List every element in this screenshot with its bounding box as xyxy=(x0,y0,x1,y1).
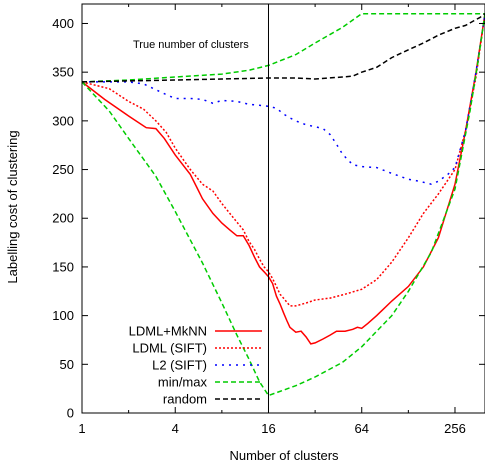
y-tick-label: 300 xyxy=(52,113,74,128)
series-line-ldml-mknn xyxy=(82,13,485,345)
y-axis-title: Labelling cost of clustering xyxy=(5,130,20,283)
x-tick-label: 64 xyxy=(355,421,369,436)
series-line-min-max xyxy=(82,13,485,397)
legend-label-l2-sift: L2 (SIFT) xyxy=(152,358,207,373)
legend-label-ldml-sift: LDML (SIFT) xyxy=(132,341,207,356)
plot-frame xyxy=(81,3,485,414)
x-tick-label: 16 xyxy=(261,421,275,436)
y-tick-label: 50 xyxy=(60,357,74,372)
y-tick-label: 150 xyxy=(52,259,74,274)
y-tick-label: 0 xyxy=(67,406,74,421)
true-clusters-label: True number of clusters xyxy=(133,39,249,51)
y-tick-label: 250 xyxy=(52,162,74,177)
y-tick-label: 100 xyxy=(52,308,74,323)
x-tick-label: 4 xyxy=(172,421,179,436)
x-axis-title: Number of clusters xyxy=(229,448,339,463)
legend-label-ldml-mknn: LDML+MkNN xyxy=(129,324,207,339)
legend-label-random: random xyxy=(163,392,207,407)
x-tick-label: 256 xyxy=(444,421,466,436)
y-tick-label: 400 xyxy=(52,16,74,31)
series-line-min-max-upper xyxy=(82,12,485,83)
x-tick-label: 1 xyxy=(78,421,85,436)
series-line-ldml-sift xyxy=(82,13,485,307)
legend-label-min-max: min/max xyxy=(158,375,208,390)
y-tick-label: 350 xyxy=(52,65,74,80)
series-line-random xyxy=(82,13,485,83)
y-tick-label: 200 xyxy=(52,211,74,226)
